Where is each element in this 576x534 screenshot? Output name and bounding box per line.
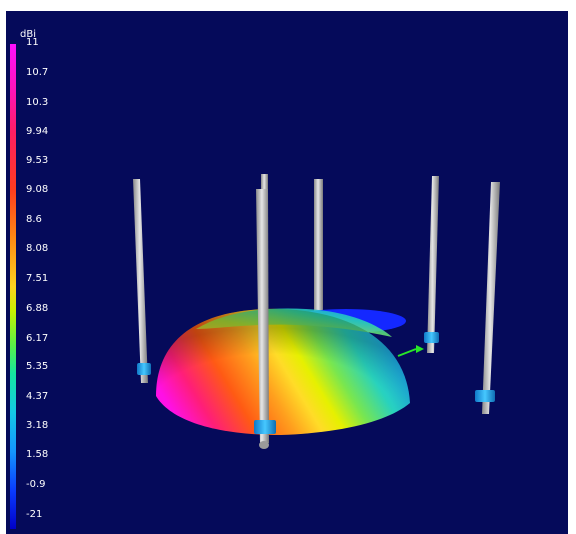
- colorbar-tick-label: 5.35: [26, 361, 49, 372]
- colorbar-unit-label: dBi: [20, 29, 36, 40]
- colorbar-tick-label: 3.18: [26, 420, 49, 431]
- antenna-element-rod: [254, 189, 276, 449]
- colorbar-tick-label: 10.7: [26, 67, 49, 78]
- antenna-3d-scene: [133, 174, 500, 449]
- colorbar-tick-label: 10.3: [26, 97, 49, 108]
- colorbar-tick-label: 7.51: [26, 273, 49, 284]
- colorbar-tick-label: 8.6: [26, 214, 42, 225]
- colorbar-tick-label: 1.58: [26, 449, 49, 460]
- antenna-element-rod: [314, 179, 323, 329]
- radiation-pattern-viewport[interactable]: dBi 11 10.7 10.3 9.94 9.53 9.08 8.6 8.08…: [6, 11, 568, 534]
- colorbar-tick-label: -21: [26, 509, 43, 520]
- colorbar-tick-label: -0.9: [26, 479, 46, 490]
- antenna-element-rod: [424, 176, 439, 353]
- feed-point-marker: [397, 345, 424, 357]
- antenna-element-rod: [133, 179, 151, 383]
- colorbar-tick-label: 11: [26, 37, 39, 48]
- gain-colorbar: [10, 44, 16, 529]
- colorbar-tick-label: 9.08: [26, 184, 49, 195]
- antenna-element-rod: [475, 182, 500, 414]
- colorbar-tick-label: 6.17: [26, 333, 49, 344]
- radiation-pattern-dome: [156, 308, 410, 435]
- colorbar-tick-label: 8.08: [26, 243, 49, 254]
- colorbar-tick-label: 6.88: [26, 303, 49, 314]
- colorbar-tick-label: 9.53: [26, 155, 49, 166]
- colorbar-tick-label: 9.94: [26, 126, 49, 137]
- colorbar-tick-label: 4.37: [26, 391, 49, 402]
